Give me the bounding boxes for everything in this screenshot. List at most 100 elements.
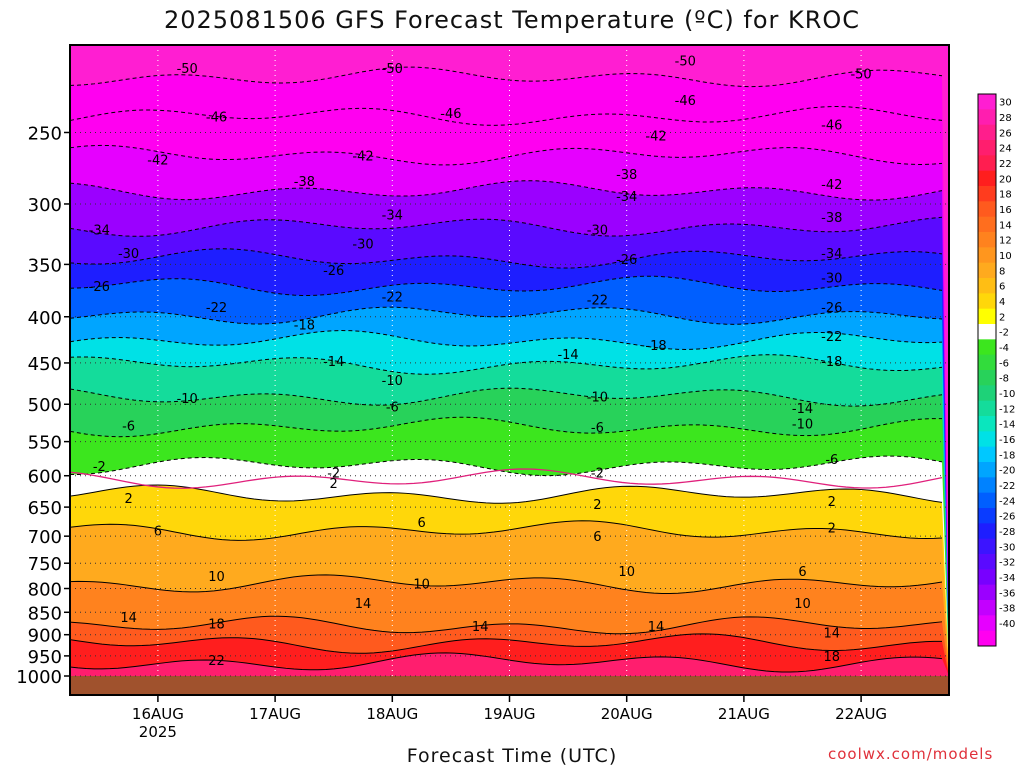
colorbar-swatch	[978, 293, 996, 310]
colorbar-label: -40	[999, 619, 1015, 630]
contour-label: -42	[352, 149, 373, 164]
freezing-level-line	[70, 468, 943, 489]
contour-label: -50	[675, 54, 696, 69]
colorbar-label: 4	[999, 297, 1005, 308]
colorbar-swatch	[978, 538, 996, 555]
contour-label: -50	[850, 67, 871, 82]
y-tick-label: 250	[28, 123, 62, 144]
contour-label: -30	[352, 238, 373, 253]
colorbar-label: -30	[999, 542, 1015, 553]
x-axis-label: Forecast Time (UTC)	[406, 745, 618, 767]
contour-label: 18	[824, 650, 841, 665]
contour-line	[70, 354, 943, 375]
contour-label: 2	[330, 477, 338, 492]
colorbar-swatch	[978, 615, 996, 632]
contour-label: -22	[382, 291, 403, 306]
colorbar-label: 24	[999, 144, 1012, 155]
contour-label: -2	[591, 466, 604, 481]
colorbar-swatch	[978, 155, 996, 172]
contour-label: 14	[120, 611, 137, 626]
contour-label: 10	[208, 570, 225, 585]
contour-line	[70, 652, 943, 673]
contour-label: -26	[89, 280, 110, 295]
colorbar-swatch	[978, 600, 996, 616]
contour-line	[70, 106, 943, 126]
colorbar-label: 12	[999, 236, 1012, 247]
contour-line	[70, 330, 943, 350]
contour-label: -50	[177, 62, 198, 77]
colorbar-swatch	[978, 232, 996, 248]
colorbar-swatch	[978, 477, 996, 494]
colorbar-label: -36	[999, 588, 1015, 599]
colorbar: 30 28 26 24 22 20 18 16 14 12 10 8 6 4 2 -2 -4 -6 -8 -10 -12…	[977, 93, 1015, 647]
colorbar-label: -16	[999, 435, 1015, 446]
contour-line	[70, 574, 943, 595]
colorbar-swatch	[978, 523, 996, 540]
colorbar-swatch	[978, 216, 996, 233]
colorbar-swatch	[978, 109, 996, 126]
contour-label: 22	[208, 654, 225, 669]
contour-label: 14	[355, 597, 372, 612]
y-tick-label: 550	[28, 433, 62, 454]
colorbar-swatch	[978, 339, 996, 356]
contour-label: -50	[382, 62, 403, 77]
colorbar-swatch	[978, 140, 996, 156]
contour-label: -18	[645, 339, 666, 354]
contour-line	[70, 248, 943, 269]
contour-label: -6	[386, 401, 399, 416]
colorbar-swatch	[978, 170, 996, 187]
x-tick-label: 21AUG	[718, 705, 770, 723]
contour-label: 14	[824, 627, 841, 642]
contour-label: -14	[792, 402, 813, 417]
contour-line	[70, 455, 943, 477]
contour-label: -34	[89, 223, 110, 238]
credit-link[interactable]: coolwx.com/models	[828, 745, 994, 763]
colorbar-label: 6	[999, 282, 1005, 293]
colorbar-label: -26	[999, 512, 1015, 523]
x-tick-label: 22AUG	[835, 705, 887, 723]
colorbar-label: 2	[999, 312, 1005, 323]
colorbar-frame	[977, 93, 997, 647]
contour-lines	[70, 66, 943, 673]
y-tick-label: 350	[28, 255, 62, 276]
contour-label: 2	[593, 498, 601, 513]
colorbar-swatch	[978, 462, 996, 478]
contour-label: -26	[323, 264, 344, 279]
colorbar-swatch	[978, 492, 996, 509]
contour-label: -38	[294, 175, 315, 190]
colorbar-swatch	[978, 446, 996, 463]
contour-label: -30	[587, 223, 608, 238]
contour-label: 2	[124, 492, 132, 507]
colorbar-swatch	[978, 630, 996, 647]
contour-label: -26	[821, 301, 842, 316]
contour-line	[70, 306, 943, 325]
colorbar-label: -2	[999, 328, 1009, 339]
colorbar-label: -38	[999, 604, 1015, 615]
colorbar-label: 30	[999, 98, 1012, 109]
colorbar-swatch	[978, 370, 996, 386]
contour-label: -18	[294, 319, 315, 334]
contour-label: -10	[587, 390, 608, 405]
colorbar-label: -22	[999, 481, 1015, 492]
colorbar-label: -24	[999, 496, 1015, 507]
colorbar-swatch	[978, 569, 996, 586]
colorbar-label: -20	[999, 466, 1015, 477]
contour-line	[70, 633, 943, 654]
contour-label: -38	[821, 211, 842, 226]
colorbar-label: -18	[999, 450, 1015, 461]
contour-label: -26	[616, 253, 637, 268]
contour-line	[70, 387, 943, 407]
contour-label: -42	[821, 178, 842, 193]
y-tick-label: 450	[28, 354, 62, 375]
contour-label: -38	[616, 168, 637, 183]
y-tick-label: 500	[28, 395, 62, 416]
x-tick-label: 19AUG	[484, 705, 536, 723]
colorbar-label: -4	[999, 343, 1009, 354]
colorbar-label: 8	[999, 266, 1005, 277]
colorbar-swatch	[978, 247, 996, 264]
colorbar-swatch	[978, 94, 996, 110]
colorbar-label: -6	[999, 358, 1009, 369]
contour-label: 10	[794, 597, 811, 612]
colorbar-label: -28	[999, 527, 1015, 538]
colorbar-swatch	[978, 308, 996, 325]
